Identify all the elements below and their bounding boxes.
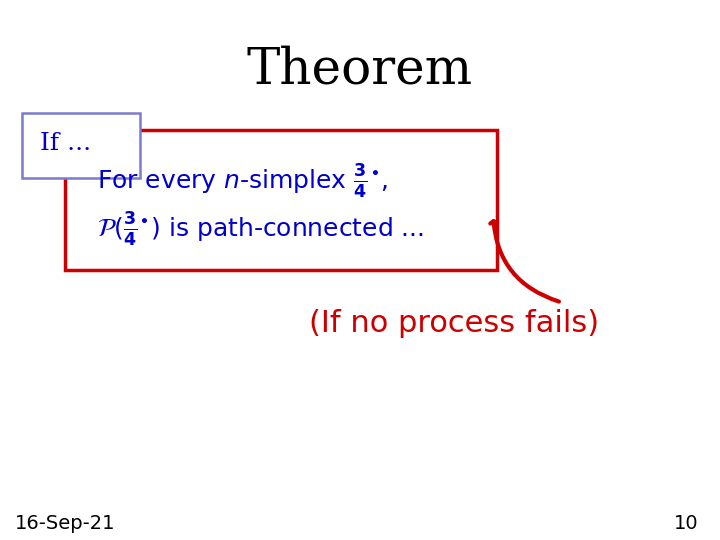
Text: For every $\it{n}$-simplex $\mathbf{\frac{3}{4}}^{\bullet}$,: For every $\it{n}$-simplex $\mathbf{\fra… bbox=[97, 162, 389, 200]
Text: 16-Sep-21: 16-Sep-21 bbox=[14, 514, 115, 534]
Text: Theorem: Theorem bbox=[247, 45, 473, 95]
FancyBboxPatch shape bbox=[65, 130, 497, 270]
Text: $\mathcal{P}(\mathbf{\frac{3}{4}}^{\bullet})$ is path-connected ...: $\mathcal{P}(\mathbf{\frac{3}{4}}^{\bull… bbox=[97, 211, 424, 248]
FancyBboxPatch shape bbox=[22, 113, 140, 178]
Text: If ...: If ... bbox=[40, 132, 91, 154]
Text: 10: 10 bbox=[674, 514, 698, 534]
Text: (If no process fails): (If no process fails) bbox=[309, 309, 598, 339]
